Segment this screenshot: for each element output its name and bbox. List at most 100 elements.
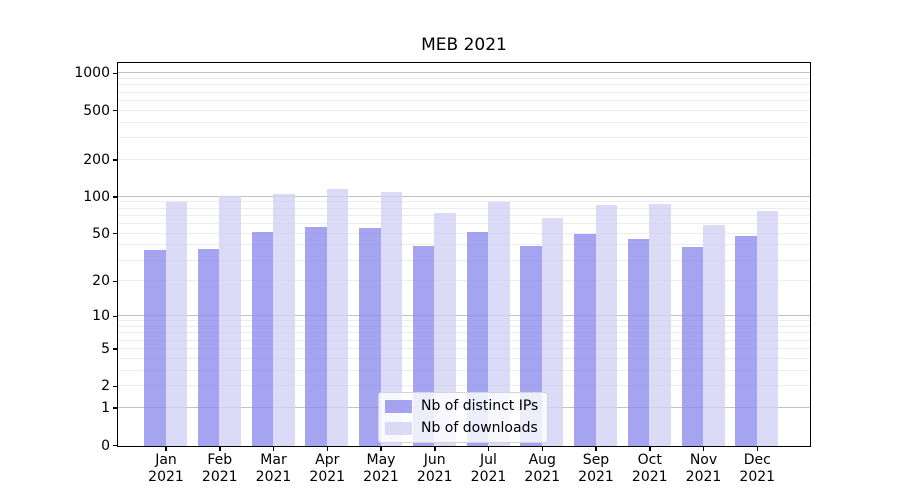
x-tick-label: Jan 2021 — [148, 452, 184, 485]
bar-nb-of-distinct-ips-9 — [627, 238, 650, 446]
x-tick-label: Feb 2021 — [201, 452, 238, 485]
minor-gridline — [118, 84, 810, 86]
x-tick-label: Dec 2021 — [739, 452, 776, 485]
minor-gridline — [118, 332, 810, 334]
legend-swatch — [385, 421, 412, 435]
x-tick — [165, 447, 167, 451]
y-tick-label: 1000 — [74, 65, 110, 82]
x-tick — [649, 447, 651, 451]
y-tick-label: 500 — [83, 102, 110, 119]
bar-nb-of-downloads-5 — [434, 212, 456, 446]
legend-item: Nb of distinct IPs — [385, 398, 538, 414]
minor-gridline — [118, 369, 810, 371]
x-tick — [702, 447, 705, 451]
x-tick — [326, 447, 328, 451]
x-tick — [595, 447, 597, 451]
minor-gridline — [118, 99, 810, 101]
y-tick-label: 20 — [92, 273, 110, 290]
x-tick — [272, 447, 275, 451]
x-tick — [756, 447, 758, 451]
minor-gridline — [118, 339, 810, 341]
bar-nb-of-distinct-ips-8 — [574, 234, 596, 446]
legend-item: Nb of downloads — [385, 420, 538, 436]
bar-nb-of-downloads-2 — [273, 193, 295, 446]
x-tick-label: Aug 2021 — [524, 452, 561, 485]
y-tick-label: 100 — [83, 188, 110, 205]
x-tick — [541, 447, 543, 451]
x-tick-label: May 2021 — [363, 452, 399, 485]
x-tick — [487, 447, 490, 451]
minor-gridline — [118, 259, 810, 261]
minor-gridline — [118, 158, 810, 160]
y-tick-label: 200 — [83, 151, 110, 168]
minor-gridline — [118, 77, 810, 79]
minor-gridline — [118, 109, 810, 111]
bar-nb-of-distinct-ips-4 — [359, 228, 381, 446]
plot-area: Nb of distinct IPs Nb of downloads — [117, 62, 811, 447]
major-gridline — [118, 315, 810, 317]
x-tick-label: Nov 2021 — [685, 452, 722, 485]
bar-nb-of-downloads-9 — [649, 203, 671, 446]
x-tick-label: Oct 2021 — [631, 452, 668, 485]
bar-nb-of-downloads-3 — [326, 189, 349, 446]
minor-gridline — [118, 232, 810, 234]
minor-gridline — [118, 223, 810, 225]
y-tick-label: 1 — [101, 400, 110, 417]
minor-gridline — [118, 326, 810, 328]
x-tick — [434, 447, 436, 451]
minor-gridline — [118, 137, 810, 139]
minor-gridline — [118, 214, 810, 216]
bar-nb-of-distinct-ips-0 — [144, 250, 166, 446]
y-tick-label: 2 — [101, 378, 110, 395]
y-tick-label: 0 — [101, 437, 110, 454]
bar-nb-of-downloads-11 — [756, 210, 779, 446]
major-gridline — [118, 195, 810, 197]
bar-nb-of-downloads-0 — [165, 202, 187, 446]
y-tick — [113, 315, 118, 318]
major-gridline — [118, 72, 810, 74]
x-tick-label: Sep 2021 — [578, 452, 614, 485]
y-tick — [113, 196, 118, 198]
bar-nb-of-downloads-4 — [380, 191, 402, 446]
y-tick — [113, 159, 118, 161]
y-tick — [113, 280, 118, 283]
minor-gridline — [118, 207, 810, 209]
bar-nb-of-downloads-10 — [703, 224, 725, 446]
bar-nb-of-downloads-1 — [219, 196, 241, 446]
bar-nb-of-distinct-ips-2 — [251, 232, 273, 446]
minor-gridline — [118, 385, 810, 387]
y-tick-label: 10 — [92, 308, 110, 325]
y-tick-label: 50 — [92, 225, 110, 242]
x-tick-label: Jul 2021 — [470, 452, 507, 485]
bar-nb-of-downloads-6 — [488, 201, 510, 446]
minor-gridline — [118, 320, 810, 322]
minor-gridline — [118, 357, 810, 359]
legend-label: Nb of distinct IPs — [421, 398, 539, 414]
minor-gridline — [118, 201, 810, 203]
legend: Nb of distinct IPs Nb of downloads — [378, 392, 549, 443]
x-tick-label: Apr 2021 — [309, 452, 346, 485]
minor-gridline — [118, 347, 810, 349]
legend-label: Nb of downloads — [421, 420, 538, 436]
y-tick-label: 5 — [101, 340, 110, 357]
bar-nb-of-distinct-ips-10 — [681, 247, 703, 446]
legend-swatch — [385, 399, 412, 413]
bar-nb-of-distinct-ips-1 — [197, 248, 220, 446]
minor-gridline — [118, 244, 810, 246]
y-tick — [113, 232, 118, 235]
y-tick — [113, 72, 118, 75]
bar-nb-of-distinct-ips-3 — [305, 227, 327, 446]
bar-nb-of-distinct-ips-11 — [735, 236, 757, 446]
x-tick-label: Jun 2021 — [416, 452, 453, 485]
y-tick — [113, 444, 118, 447]
x-tick — [219, 447, 221, 451]
bar-nb-of-downloads-8 — [595, 204, 617, 446]
bar-nb-of-downloads-7 — [541, 217, 564, 446]
minor-gridline — [118, 121, 810, 123]
minor-gridline — [118, 280, 810, 282]
y-tick — [113, 407, 118, 409]
y-tick — [113, 109, 118, 112]
y-tick — [113, 348, 118, 350]
plot-inner: Nb of distinct IPs Nb of downloads — [118, 63, 810, 446]
